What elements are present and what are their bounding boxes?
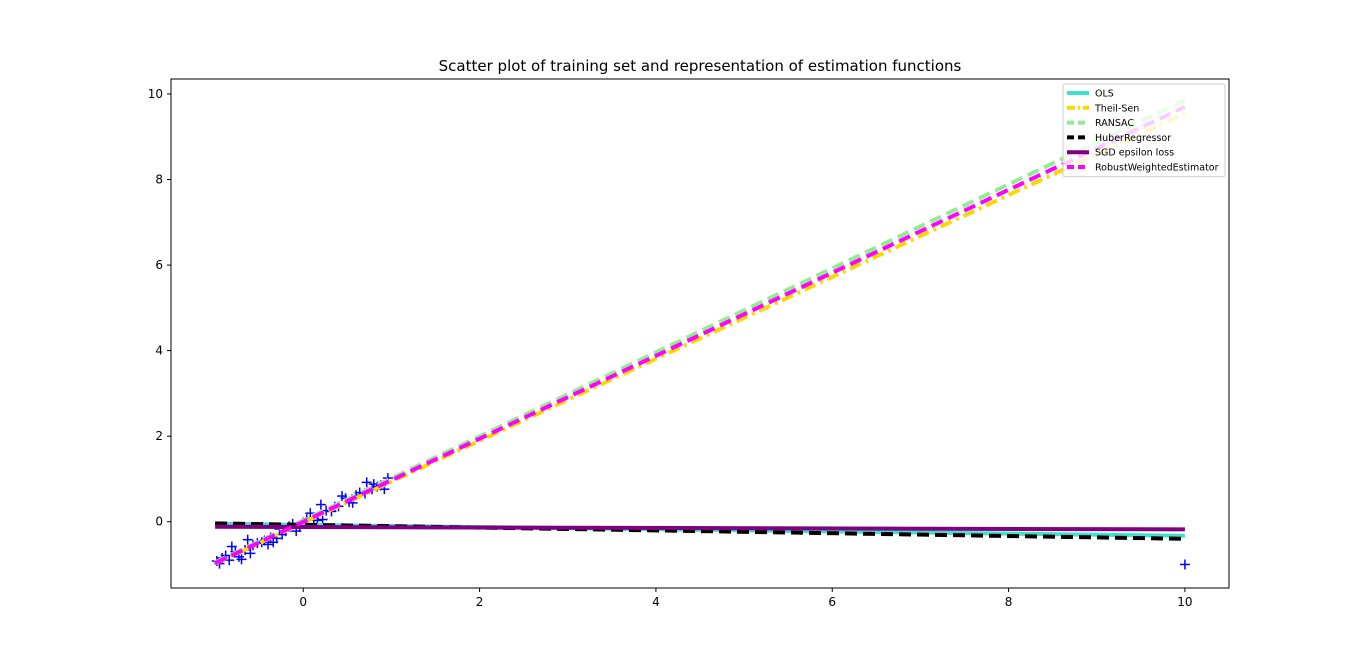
series-line-robustweightedestimator [214,104,1186,566]
legend-box [1062,83,1226,178]
data-point-32 [315,499,326,510]
data-point-10 [242,534,253,545]
x-tick-label: 0 [299,595,307,609]
y-tick-label: 10 [148,87,163,101]
data-point-33 [317,514,328,525]
axes-frame [170,78,1230,589]
data-point-8 [236,554,247,565]
data-point-45 [361,477,372,488]
data-point-5 [226,541,237,552]
legend-label: RANSAC [1095,118,1134,129]
y-tick-label: 8 [155,173,163,187]
legend-label: RobustWeightedEstimator [1095,163,1219,174]
x-tick-label: 6 [828,595,836,609]
data-point-52 [1179,559,1190,570]
data-point-29 [305,508,316,519]
x-tick-label: 2 [476,595,484,609]
series-line-theil-sen [214,111,1186,566]
y-tick-label: 0 [155,515,163,529]
x-axis: 0 2 4 6 8 10 [299,588,1193,609]
y-tick-label: 6 [155,258,163,272]
legend-label: SGD epsilon loss [1095,148,1174,159]
data-point-11 [245,548,256,559]
y-tick-label: 2 [155,429,163,443]
x-tick-label: 8 [1005,595,1013,609]
legend-label: Theil-Sen [1094,103,1139,114]
chart-title: Scatter plot of training set and represe… [439,57,962,75]
legend-label: OLS [1095,89,1114,100]
plot-area [211,98,1190,570]
y-axis: 0 2 4 6 8 10 [148,87,171,529]
legend: OLS Theil-Sen RANSAC HuberRegressor SGD epsi… [1062,83,1226,178]
x-tick-label: 10 [1177,595,1192,609]
y-tick-label: 4 [155,344,163,358]
x-tick-label: 4 [652,595,660,609]
series-line-sgd-epsilon-loss [215,524,1185,532]
legend-label: HuberRegressor [1095,133,1171,144]
